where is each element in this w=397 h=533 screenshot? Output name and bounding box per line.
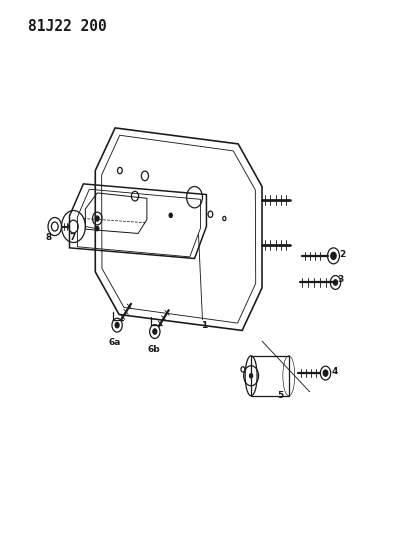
Circle shape	[153, 329, 157, 334]
Circle shape	[115, 322, 119, 328]
Text: 6b: 6b	[148, 345, 160, 353]
Circle shape	[169, 213, 172, 217]
Circle shape	[331, 252, 336, 260]
Circle shape	[96, 227, 99, 231]
Text: 8: 8	[46, 233, 52, 241]
Text: 81J22 200: 81J22 200	[28, 19, 106, 34]
Circle shape	[250, 374, 253, 378]
Text: 3: 3	[337, 275, 344, 284]
Circle shape	[95, 216, 99, 221]
Text: 4: 4	[331, 367, 338, 376]
Circle shape	[333, 280, 337, 285]
Text: 5: 5	[277, 391, 283, 400]
Text: 2: 2	[339, 250, 345, 259]
Circle shape	[323, 370, 328, 376]
Text: 7: 7	[69, 233, 76, 241]
Text: 1: 1	[201, 321, 208, 329]
Text: 6a: 6a	[108, 338, 121, 346]
